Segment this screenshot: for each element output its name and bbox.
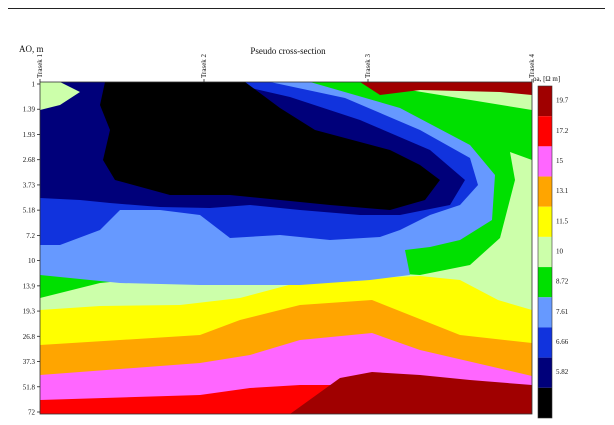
legend-label: 13.1 (556, 187, 569, 195)
x-tick-label: Trasek 4 (528, 53, 536, 78)
legend-swatch (538, 116, 552, 147)
legend-swatch (538, 206, 552, 237)
y-tick-label: 51.8 (23, 383, 36, 391)
legend-label: 17.2 (556, 127, 569, 135)
contour-band-19.7-bottom (290, 372, 532, 414)
y-tick-label: 13.9 (23, 282, 36, 290)
y-tick-label: 72 (28, 409, 36, 417)
y-tick-label: 1.93 (23, 131, 36, 139)
x-axis: Trasek 1 Trasek 2 Trasek 3 Trasek 4 (36, 53, 536, 82)
legend-swatch (538, 327, 552, 358)
legend-swatch (538, 297, 552, 328)
y-tick-label: 37.3 (23, 358, 36, 366)
y-axis-label: AO, m (19, 44, 44, 54)
legend: 19.7 17.2 15 13.1 11.5 10 8.72 7.61 6.66 5.82 (537, 85, 569, 419)
legend-swatch (538, 176, 552, 207)
contour-field (40, 82, 532, 414)
y-tick-label: 7.2 (26, 232, 35, 240)
legend-border (537, 85, 553, 419)
chart-frame (8, 8, 605, 418)
x-tick-label: Trasek 3 (364, 53, 372, 78)
legend-label: 7.61 (556, 308, 569, 316)
y-tick-label: 3.73 (23, 181, 36, 189)
x-tick-label: Trasek 1 (36, 53, 44, 78)
legend-label: 10 (556, 248, 564, 256)
plot-border (39, 81, 533, 415)
y-tick-label: 5.18 (23, 207, 36, 215)
legend-swatch (538, 267, 552, 298)
y-tick-label: 1.39 (23, 106, 36, 114)
y-tick-label: 1 (32, 81, 36, 89)
contour-band-10-corner (40, 82, 80, 110)
y-tick-label: 2.68 (23, 156, 36, 164)
legend-swatch (538, 357, 552, 388)
legend-label: 8.72 (556, 278, 569, 286)
y-tick-label: 19.3 (23, 308, 36, 316)
legend-label: 19.7 (556, 97, 569, 105)
legend-swatch (538, 236, 552, 268)
legend-swatch (538, 86, 552, 117)
legend-label: 15 (556, 157, 564, 165)
y-axis: 1 1.39 1.93 2.68 3.73 5.18 7.2 10 13.9 19.3 26.8 37… (23, 81, 40, 417)
legend-title: ρa, [Ω m] (533, 75, 560, 83)
legend-swatch (538, 146, 552, 177)
x-tick-label: Trasek 2 (200, 53, 208, 78)
y-tick-label: 26.8 (23, 333, 36, 341)
chart-title: Pseudo cross-section (250, 46, 326, 56)
legend-swatch (538, 387, 552, 418)
legend-label: 6.66 (556, 338, 569, 346)
legend-label: 5.82 (556, 368, 569, 376)
legend-label: 11.5 (556, 217, 568, 225)
y-tick-label: 10 (28, 257, 36, 265)
contour-band-lowest (100, 82, 440, 210)
contour-band-19.7-top (360, 82, 532, 95)
